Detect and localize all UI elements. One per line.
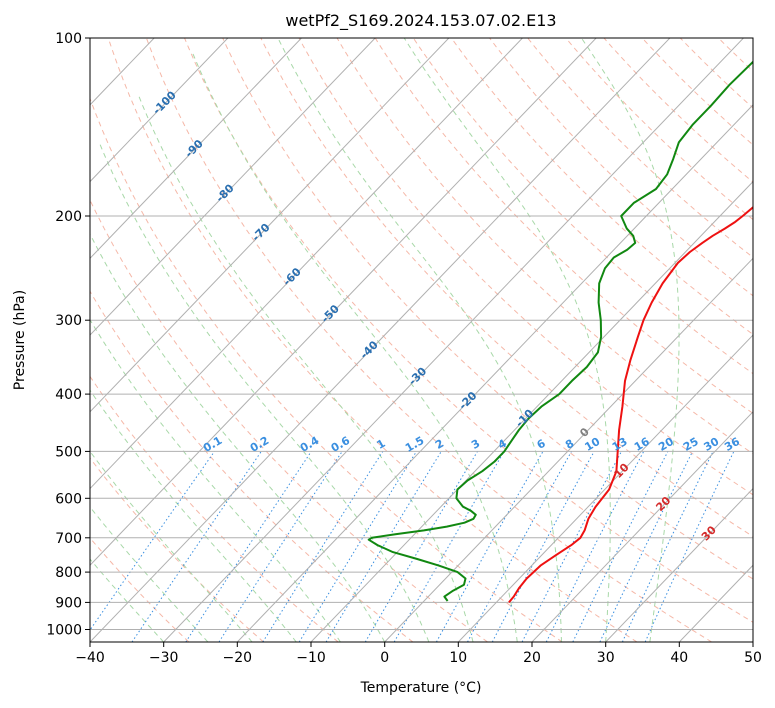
y-tick-label: 500 — [55, 444, 82, 460]
y-tick-label: 200 — [55, 209, 82, 225]
dry-adiabat — [374, 38, 753, 414]
dry-adiabat — [90, 198, 488, 642]
y-tick-label: 100 — [55, 31, 82, 47]
skewed-isotherm — [90, 38, 303, 260]
x-tick-label: 0 — [380, 650, 389, 666]
x-tick-label: 10 — [449, 650, 467, 666]
x-tick-label: 50 — [744, 650, 762, 666]
skewed-isotherm — [384, 257, 753, 642]
x-tick-label: −10 — [296, 650, 326, 666]
mixing-ratio-line — [393, 451, 505, 642]
mixing-ratio-line — [325, 451, 442, 642]
mixing-ratio-line — [364, 451, 478, 642]
skewed-isotherm — [90, 38, 376, 336]
skewed-isotherm — [90, 38, 155, 106]
y-tick-label: 300 — [55, 313, 82, 329]
skewed-isotherm — [90, 38, 671, 642]
plot-area — [90, 38, 753, 642]
skewed-isotherm — [90, 38, 597, 566]
plot-frame — [89, 37, 754, 643]
mixing-ratio-line — [621, 451, 714, 642]
mixing-ratio-line — [90, 451, 215, 632]
mixing-ratio-line — [262, 451, 384, 642]
dry-adiabat — [565, 38, 753, 221]
mixing-ratio-line — [218, 451, 343, 642]
skewed-isotherm — [752, 641, 753, 642]
moist-adiabat — [90, 506, 209, 642]
skewed-isotherm — [605, 487, 753, 642]
mixing-ratio-line — [572, 451, 669, 642]
x-tick-label: −30 — [149, 650, 179, 666]
moist-adiabat — [403, 38, 611, 642]
dry-adiabat — [298, 38, 753, 496]
temperature-profile-line — [508, 206, 753, 604]
skewed-isotherm — [90, 38, 450, 413]
dry-adiabat — [183, 38, 753, 623]
y-axis-label: Pressure (hPa) — [12, 290, 28, 390]
y-tick-label: 900 — [55, 595, 82, 611]
moist-adiabat — [90, 232, 386, 642]
dry-adiabat — [90, 457, 264, 642]
dry-adiabat — [412, 38, 753, 375]
y-tick-label: 400 — [55, 387, 82, 403]
mixing-ratio-line — [644, 451, 735, 642]
mixing-ratio-line — [298, 451, 417, 642]
dry-adiabat — [603, 38, 753, 183]
x-tick-label: 20 — [523, 650, 541, 666]
skewed-isotherm — [163, 38, 745, 642]
moist-adiabat — [90, 450, 253, 642]
moist-adiabat — [90, 318, 341, 642]
skewed-isotherm — [90, 38, 229, 183]
chart-title: wetPf2_S169.2024.153.07.02.E13 — [285, 11, 556, 31]
x-tick-label: 30 — [597, 650, 615, 666]
moist-adiabat — [90, 389, 297, 642]
x-axis-label: Temperature (°C) — [360, 680, 482, 696]
mixing-ratio-line — [599, 451, 694, 642]
x-tick-label: −40 — [75, 650, 105, 666]
dry-adiabat — [450, 38, 753, 336]
dry-adiabat — [336, 38, 753, 455]
skewed-isotherm — [236, 104, 753, 642]
skewed-isotherm — [531, 411, 753, 642]
mixing-ratio-line — [467, 451, 572, 642]
y-tick-label: 1000 — [46, 623, 82, 639]
dry-adiabat — [145, 38, 712, 642]
dry-adiabat — [107, 38, 638, 642]
skewed-isotherm — [90, 38, 524, 490]
dry-adiabat — [222, 38, 753, 580]
dry-adiabat — [772, 0, 775, 642]
x-tick-label: −20 — [223, 650, 253, 666]
moist-adiabat — [138, 95, 474, 642]
y-tick-label: 700 — [55, 531, 82, 547]
dewpoint-profile-line — [367, 60, 753, 602]
x-tick-label: 40 — [670, 650, 688, 666]
skewed-isotherm — [0, 0, 62, 642]
dry-adiabat — [90, 375, 339, 642]
skewed-isotherm — [457, 334, 753, 642]
y-tick-label: 800 — [55, 565, 82, 581]
y-tick-label: 600 — [55, 491, 82, 507]
moist-adiabat — [191, 50, 518, 642]
mixing-ratio-line — [435, 451, 544, 642]
